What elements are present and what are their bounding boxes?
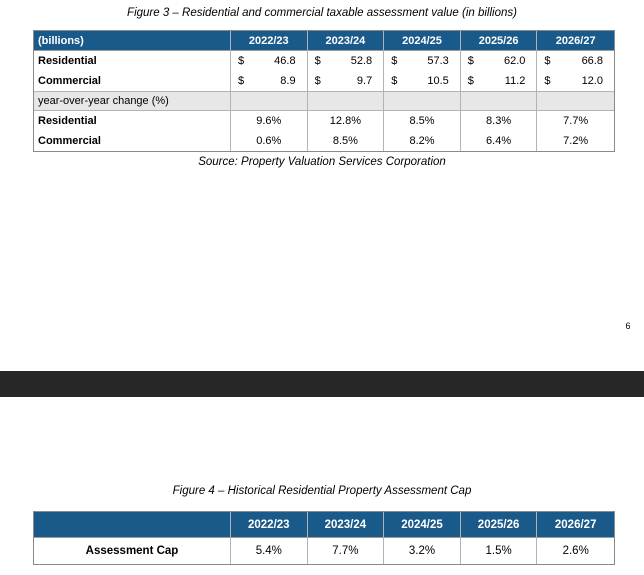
table-cell: $52.8	[308, 51, 385, 71]
table-cell: 8.5%	[384, 111, 461, 131]
figure3-table: (billions) 2022/23 2023/24 2024/25 2025/…	[33, 30, 615, 152]
fig4-row-label-assessment-cap: Assessment Cap	[34, 538, 231, 564]
fig3-header-2025-26: 2025/26	[460, 31, 538, 51]
fig3-header-2023-24: 2023/24	[307, 31, 385, 51]
table-cell: 12.8%	[308, 111, 385, 131]
table-cell: $8.9	[231, 71, 308, 91]
cell-value: 62.0	[503, 55, 526, 67]
fig4-header-empty	[34, 512, 231, 538]
figure4-title: Figure 4 – Historical Residential Proper…	[172, 485, 472, 497]
table-cell: $62.0	[461, 51, 538, 71]
table-cell-empty	[460, 91, 538, 111]
table-cell: 7.7%	[563, 115, 589, 127]
cell-value: 10.5	[427, 75, 449, 87]
table-cell: $10.5	[384, 71, 461, 91]
page-number: 6	[625, 321, 631, 331]
fig4-header-2023-24: 2023/24	[307, 512, 385, 538]
figure3-source: Source: Property Valuation Services Corp…	[198, 156, 446, 168]
table-cell: 8.5%	[308, 131, 385, 151]
fig3-row-label-residential: Residential	[34, 51, 231, 71]
fig3-row-label-residential-pct: Residential	[34, 111, 231, 131]
fig3-header-billions: (billions)	[34, 31, 231, 51]
table-cell: 0.6%	[231, 131, 308, 151]
fig4-header-2026-27: 2026/27	[537, 512, 614, 538]
fig3-header-2024-25: 2024/25	[384, 31, 461, 51]
fig3-row-label-commercial: Commercial	[34, 71, 231, 91]
fig4-header-2025-26: 2025/26	[460, 512, 538, 538]
table-cell: 8.2%	[384, 131, 461, 151]
currency-symbol: $	[314, 55, 321, 67]
table-cell: $12.0	[537, 71, 614, 91]
fig3-row-label-yoy-change: year-over-year change (%)	[34, 91, 231, 111]
currency-symbol: $	[544, 55, 551, 67]
table-cell-empty	[537, 91, 614, 111]
figure3-title: Figure 3 – Residential and commercial ta…	[127, 7, 517, 19]
cell-value: 11.2	[504, 75, 526, 87]
currency-symbol: $	[391, 75, 398, 87]
table-cell: $46.8	[231, 51, 308, 71]
currency-symbol: $	[467, 55, 474, 67]
table-cell: 7.7%	[308, 538, 385, 564]
currency-symbol: $	[391, 55, 398, 67]
currency-symbol: $	[238, 75, 245, 87]
table-cell: $11.2	[461, 71, 538, 91]
figure4-table: 2022/23 2023/24 2024/25 2025/26 2026/27 …	[33, 511, 615, 565]
fig3-row-label-commercial-pct: Commercial	[34, 131, 231, 151]
table-cell: 6.4%	[461, 131, 538, 151]
cell-value: 57.3	[427, 55, 449, 67]
fig3-header-2022-23: 2022/23	[231, 31, 308, 51]
fig4-header-2024-25: 2024/25	[384, 512, 461, 538]
table-cell: 5.4%	[231, 538, 308, 564]
table-cell: 9.6%	[231, 111, 308, 131]
table-cell: 8.3%	[461, 111, 538, 131]
cell-value: 12.0	[581, 75, 603, 87]
table-cell-empty	[307, 91, 385, 111]
page-break-band	[0, 371, 644, 397]
currency-symbol: $	[314, 75, 321, 87]
cell-value: 8.9	[280, 75, 296, 87]
cell-value: 52.8	[350, 55, 373, 67]
table-cell: 3.2%	[384, 538, 461, 564]
table-cell: 1.5%	[461, 538, 538, 564]
currency-symbol: $	[544, 75, 551, 87]
currency-symbol: $	[467, 75, 474, 87]
table-cell: $9.7	[308, 71, 385, 91]
table-cell: $66.8	[537, 51, 614, 71]
table-cell-empty	[231, 91, 308, 111]
cell-value: 46.8	[274, 55, 296, 67]
table-cell: 7.2%	[563, 135, 589, 147]
fig4-header-2022-23: 2022/23	[231, 512, 308, 538]
cell-value: 66.8	[581, 55, 603, 67]
currency-symbol: $	[238, 55, 245, 67]
cell-value: 9.7	[356, 75, 373, 87]
table-cell: $57.3	[384, 51, 461, 71]
fig3-header-2026-27: 2026/27	[537, 31, 614, 51]
table-cell: 2.6%	[562, 545, 589, 557]
table-cell-empty	[384, 91, 461, 111]
